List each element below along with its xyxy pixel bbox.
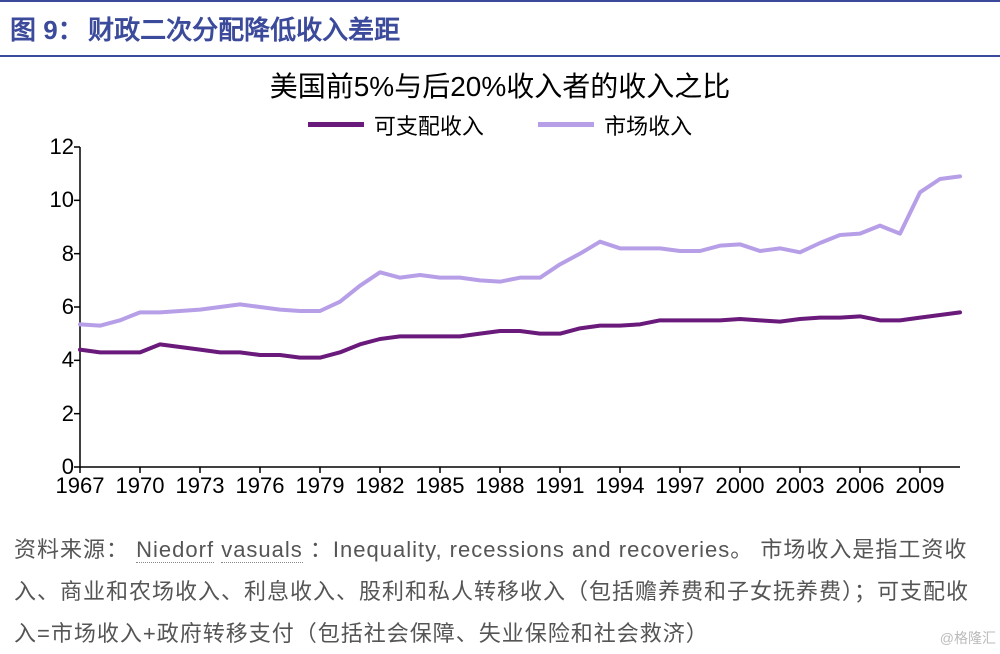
- footnote-prefix: 资料来源：: [14, 537, 129, 562]
- footnote-source-2: vasuals: [221, 537, 303, 563]
- x-tick-label: 1997: [656, 473, 705, 499]
- y-tick-label: 2: [62, 401, 74, 427]
- x-tick-label: 2003: [776, 473, 825, 499]
- x-tick-label: 1988: [476, 473, 525, 499]
- x-tick-label: 1976: [236, 473, 285, 499]
- figure-number: 图 9：: [10, 15, 84, 45]
- x-tick-label: 1967: [56, 473, 105, 499]
- figure-title: 财政二次分配降低收入差距: [88, 15, 400, 45]
- chart-area: 美国前5%与后20%收入者的收入之比 可支配收入 市场收入 0246810121…: [0, 57, 1000, 517]
- x-tick-label: 1991: [536, 473, 585, 499]
- x-tick-label: 1973: [176, 473, 225, 499]
- y-tick-label: 4: [62, 347, 74, 373]
- x-tick-label: 1970: [116, 473, 165, 499]
- x-tick-label: 1979: [296, 473, 345, 499]
- chart-svg: [0, 57, 1000, 517]
- x-tick-label: 2000: [716, 473, 765, 499]
- footnote-source-1: Niedorf: [136, 537, 214, 563]
- x-tick-label: 1994: [596, 473, 645, 499]
- y-tick-label: 12: [50, 134, 74, 160]
- y-tick-label: 10: [50, 187, 74, 213]
- footnote: 资料来源： Niedorf vasuals ：Inequality, reces…: [0, 517, 1000, 654]
- y-tick-label: 6: [62, 294, 74, 320]
- x-tick-label: 1985: [416, 473, 465, 499]
- y-tick-label: 8: [62, 241, 74, 267]
- footnote-suffix: ：Inequality, recessions and recoveries。: [310, 537, 753, 562]
- watermark: @格隆汇: [940, 628, 996, 648]
- x-tick-label: 2006: [836, 473, 885, 499]
- figure-header: 图 9： 财政二次分配降低收入差距: [0, 0, 1000, 57]
- x-tick-label: 2009: [896, 473, 945, 499]
- x-tick-label: 1982: [356, 473, 405, 499]
